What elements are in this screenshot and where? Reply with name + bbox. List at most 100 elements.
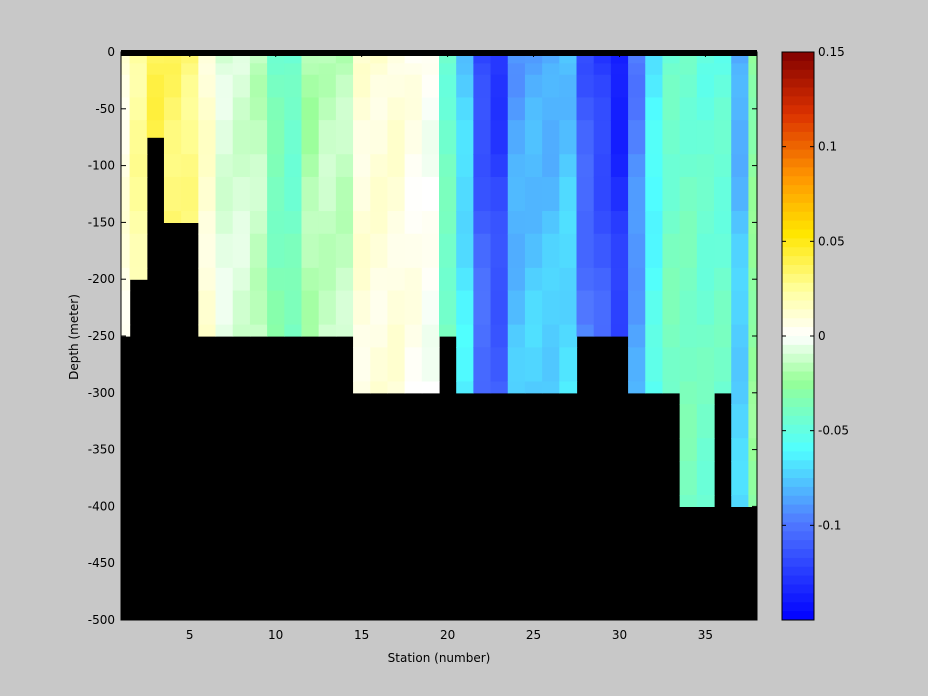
- heatmap-cell: [524, 290, 543, 326]
- heatmap-cell: [473, 154, 492, 178]
- heatmap-cell: [284, 290, 303, 326]
- heatmap-cell: [301, 211, 320, 235]
- heatmap-cell: [542, 381, 560, 394]
- heatmap-cell: [679, 97, 698, 121]
- heatmap-cell: [370, 233, 389, 269]
- heatmap-cell: [731, 63, 750, 76]
- heatmap-cell: [301, 176, 320, 212]
- colorbar-band: [782, 78, 814, 88]
- heatmap-cell: [232, 97, 251, 121]
- heatmap-cell: [593, 97, 612, 121]
- heatmap-cell: [421, 211, 440, 235]
- heatmap-cell: [473, 290, 492, 326]
- heatmap-cell: [576, 211, 595, 235]
- colorbar-band: [782, 504, 814, 514]
- heatmap-cell: [267, 52, 285, 64]
- heatmap-cell: [370, 290, 389, 326]
- colorbar-band: [782, 389, 814, 399]
- heatmap-cell: [404, 176, 423, 212]
- heatmap-cell: [559, 154, 578, 178]
- heatmap-cell: [748, 460, 758, 496]
- heatmap-cell: [267, 324, 285, 337]
- heatmap-cell: [507, 97, 526, 121]
- heatmap-cell: [645, 233, 664, 269]
- heatmap-cell: [576, 290, 595, 326]
- heatmap-cell: [542, 290, 560, 326]
- heatmap-cell: [542, 347, 560, 383]
- colorbar-band: [782, 309, 814, 319]
- colorbar-band: [782, 611, 814, 621]
- colorbar-tick-label: -0.1: [818, 518, 841, 532]
- heatmap-cell: [198, 52, 217, 64]
- heatmap-cell: [576, 233, 595, 269]
- heatmap-cell: [439, 74, 457, 99]
- heatmap-cell: [524, 267, 543, 292]
- heatmap-cell: [662, 154, 681, 178]
- x-tick-label: 5: [186, 628, 194, 642]
- heatmap-cell: [353, 63, 371, 76]
- heatmap-cell: [731, 404, 750, 439]
- heatmap-cell: [559, 324, 578, 348]
- heatmap-cell: [129, 120, 148, 155]
- heatmap-cell: [370, 347, 389, 383]
- colorbar-tick-label: 0.15: [818, 45, 845, 59]
- heatmap-cell: [559, 52, 578, 64]
- heatmap-cell: [439, 120, 457, 155]
- heatmap-cell: [490, 63, 509, 76]
- heatmap-cell: [353, 52, 371, 64]
- heatmap-cell: [249, 267, 268, 292]
- heatmap-cell: [267, 63, 285, 76]
- heatmap-cell: [679, 63, 698, 76]
- heatmap-cell: [215, 154, 234, 178]
- heatmap-cell: [387, 176, 406, 212]
- heatmap-cell: [559, 347, 578, 383]
- heatmap-cell: [679, 381, 698, 405]
- heatmap-cell: [473, 267, 492, 292]
- heatmap-cell: [628, 347, 646, 383]
- heatmap-cell: [146, 97, 165, 121]
- heatmap-cell: [353, 324, 371, 348]
- heatmap-cell: [507, 52, 526, 64]
- heatmap-cell: [610, 176, 629, 212]
- x-tick-label: 20: [440, 628, 455, 642]
- y-tick-label: -250: [88, 329, 115, 343]
- colorbar: 0.15 0.1 0.05 0 -0.05 -0.1: [781, 45, 849, 621]
- heatmap-cell: [267, 74, 285, 99]
- heatmap-cell: [662, 211, 681, 235]
- heatmap-cell: [714, 290, 732, 326]
- heatmap-cell: [576, 120, 595, 155]
- heatmap-cell: [645, 97, 664, 121]
- heatmap-cell: [679, 176, 698, 212]
- heatmap-cell: [421, 97, 440, 121]
- heatmap-cell: [370, 381, 389, 394]
- heatmap-cell: [335, 154, 354, 178]
- heatmap-cell: [129, 63, 148, 76]
- heatmap-cell: [748, 176, 758, 212]
- surface-bar: [121, 50, 757, 56]
- heatmap-cell: [559, 381, 578, 394]
- heatmap-cell: [267, 120, 285, 155]
- colorbar-band: [782, 407, 814, 417]
- heatmap-cell: [129, 211, 148, 235]
- heatmap-cell: [335, 267, 354, 292]
- x-axis-label: Station (number): [388, 651, 491, 665]
- colorbar-band: [782, 513, 814, 523]
- colorbar-band: [782, 469, 814, 479]
- heatmap-cell: [714, 120, 732, 155]
- heatmap-cell: [318, 63, 337, 76]
- colorbar-band: [782, 282, 814, 293]
- heatmap-cell: [524, 324, 543, 348]
- heatmap-cell: [163, 120, 182, 155]
- heatmap-cell: [610, 154, 629, 178]
- heatmap-cell: [249, 324, 268, 337]
- heatmap-cell: [335, 120, 354, 155]
- heatmap-cell: [146, 120, 165, 138]
- heatmap-cell: [645, 290, 664, 326]
- heatmap-cell: [714, 52, 732, 64]
- heatmap-cell: [662, 52, 681, 64]
- heatmap-cell: [490, 97, 509, 121]
- heatmap-cell: [662, 347, 681, 383]
- heatmap-cell: [198, 233, 217, 269]
- heatmap-cell: [121, 324, 131, 337]
- heatmap-cell: [731, 176, 750, 212]
